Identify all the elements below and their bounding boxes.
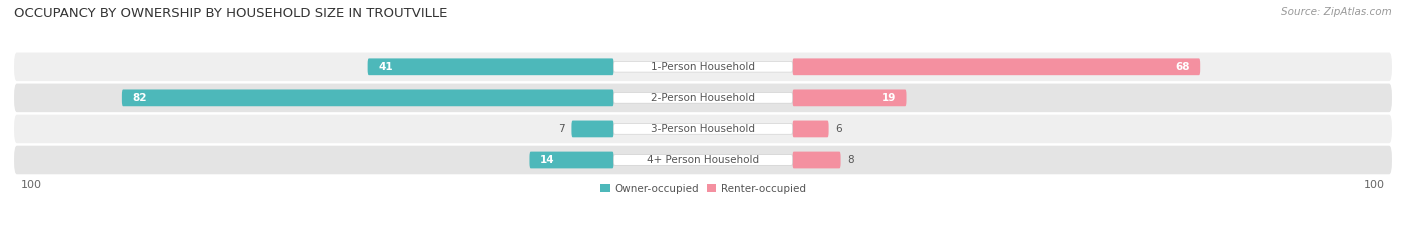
FancyBboxPatch shape: [530, 152, 613, 168]
Text: 68: 68: [1175, 62, 1189, 72]
Text: 4+ Person Household: 4+ Person Household: [647, 155, 759, 165]
FancyBboxPatch shape: [793, 58, 1201, 75]
Text: 19: 19: [882, 93, 896, 103]
FancyBboxPatch shape: [613, 155, 793, 165]
Text: 6: 6: [835, 124, 842, 134]
Text: 82: 82: [132, 93, 146, 103]
Text: 1-Person Household: 1-Person Household: [651, 62, 755, 72]
FancyBboxPatch shape: [14, 146, 1392, 174]
FancyBboxPatch shape: [613, 93, 793, 103]
FancyBboxPatch shape: [613, 124, 793, 134]
FancyBboxPatch shape: [793, 152, 841, 168]
Text: 41: 41: [378, 62, 392, 72]
FancyBboxPatch shape: [571, 120, 613, 137]
Legend: Owner-occupied, Renter-occupied: Owner-occupied, Renter-occupied: [596, 179, 810, 198]
FancyBboxPatch shape: [122, 89, 613, 106]
Text: Source: ZipAtlas.com: Source: ZipAtlas.com: [1281, 7, 1392, 17]
Text: 100: 100: [1364, 180, 1385, 190]
FancyBboxPatch shape: [793, 89, 907, 106]
Text: 3-Person Household: 3-Person Household: [651, 124, 755, 134]
Text: 100: 100: [21, 180, 42, 190]
FancyBboxPatch shape: [613, 62, 793, 72]
FancyBboxPatch shape: [14, 115, 1392, 143]
FancyBboxPatch shape: [14, 84, 1392, 112]
Text: 2-Person Household: 2-Person Household: [651, 93, 755, 103]
FancyBboxPatch shape: [367, 58, 613, 75]
Text: 14: 14: [540, 155, 554, 165]
Text: 7: 7: [558, 124, 565, 134]
Text: OCCUPANCY BY OWNERSHIP BY HOUSEHOLD SIZE IN TROUTVILLE: OCCUPANCY BY OWNERSHIP BY HOUSEHOLD SIZE…: [14, 7, 447, 20]
FancyBboxPatch shape: [14, 52, 1392, 81]
FancyBboxPatch shape: [793, 120, 828, 137]
Text: 8: 8: [848, 155, 853, 165]
